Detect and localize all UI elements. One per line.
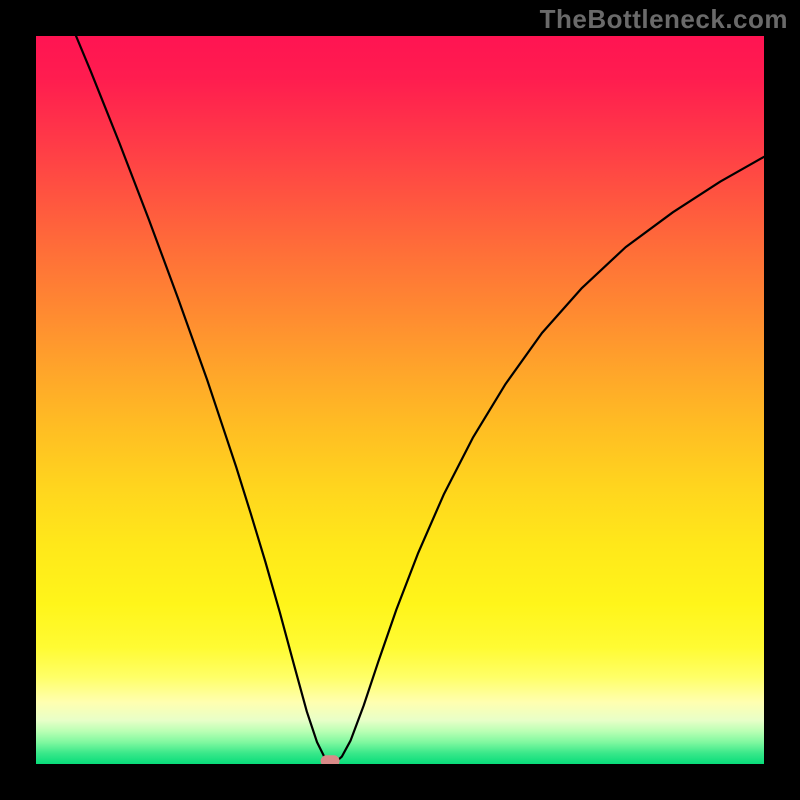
bottleneck-chart <box>0 0 800 800</box>
frame-border-bottom <box>0 764 800 800</box>
frame-border-left <box>0 0 36 800</box>
frame-border-right <box>764 0 800 800</box>
watermark-text: TheBottleneck.com <box>540 4 788 35</box>
plot-background <box>36 36 764 764</box>
